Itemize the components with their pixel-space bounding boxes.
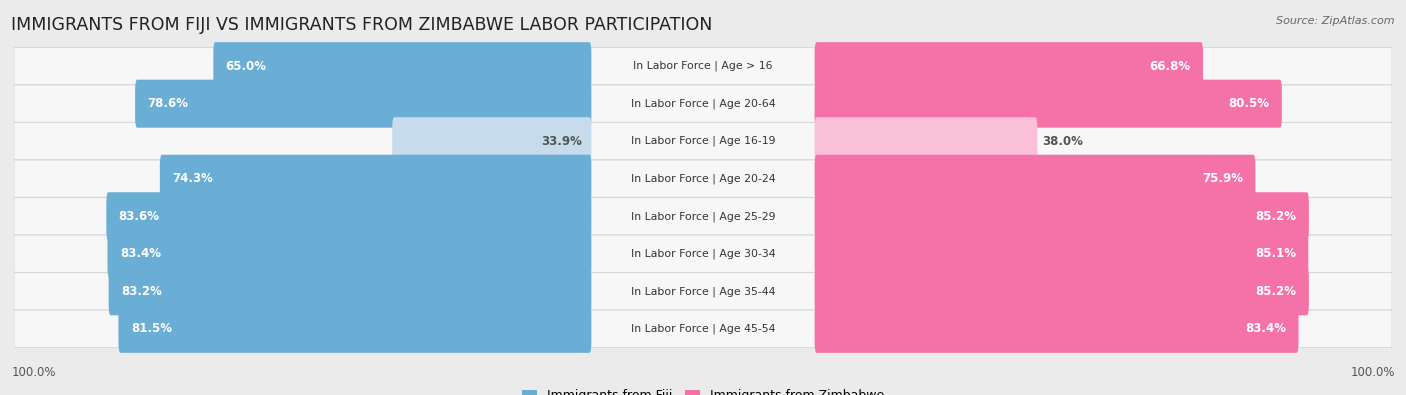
FancyBboxPatch shape — [108, 267, 592, 315]
Text: 85.1%: 85.1% — [1256, 247, 1296, 260]
FancyBboxPatch shape — [814, 155, 1256, 203]
FancyBboxPatch shape — [135, 80, 592, 128]
FancyBboxPatch shape — [14, 122, 1392, 160]
Text: 38.0%: 38.0% — [1042, 135, 1083, 148]
FancyBboxPatch shape — [107, 230, 592, 278]
Text: In Labor Force | Age 25-29: In Labor Force | Age 25-29 — [631, 211, 775, 222]
Text: 74.3%: 74.3% — [173, 172, 214, 185]
Text: Source: ZipAtlas.com: Source: ZipAtlas.com — [1277, 16, 1395, 26]
FancyBboxPatch shape — [14, 198, 1392, 235]
Text: In Labor Force | Age 16-19: In Labor Force | Age 16-19 — [631, 136, 775, 147]
Text: 33.9%: 33.9% — [541, 135, 582, 148]
Text: 83.2%: 83.2% — [121, 285, 162, 298]
Text: In Labor Force | Age > 16: In Labor Force | Age > 16 — [633, 61, 773, 71]
FancyBboxPatch shape — [14, 310, 1392, 348]
FancyBboxPatch shape — [814, 42, 1204, 90]
Text: 100.0%: 100.0% — [11, 366, 56, 379]
Text: 83.4%: 83.4% — [1246, 322, 1286, 335]
FancyBboxPatch shape — [14, 273, 1392, 310]
FancyBboxPatch shape — [392, 117, 592, 165]
Text: 85.2%: 85.2% — [1256, 210, 1296, 223]
FancyBboxPatch shape — [107, 192, 592, 240]
Text: 65.0%: 65.0% — [226, 60, 267, 73]
Text: In Labor Force | Age 20-64: In Labor Force | Age 20-64 — [631, 98, 775, 109]
Text: IMMIGRANTS FROM FIJI VS IMMIGRANTS FROM ZIMBABWE LABOR PARTICIPATION: IMMIGRANTS FROM FIJI VS IMMIGRANTS FROM … — [11, 16, 713, 34]
Text: 85.2%: 85.2% — [1256, 285, 1296, 298]
FancyBboxPatch shape — [14, 160, 1392, 198]
Text: 66.8%: 66.8% — [1150, 60, 1191, 73]
Text: 83.4%: 83.4% — [120, 247, 160, 260]
Text: 100.0%: 100.0% — [1350, 366, 1395, 379]
Text: In Labor Force | Age 35-44: In Labor Force | Age 35-44 — [631, 286, 775, 297]
FancyBboxPatch shape — [14, 235, 1392, 273]
Text: 81.5%: 81.5% — [131, 322, 172, 335]
Text: 75.9%: 75.9% — [1202, 172, 1243, 185]
Text: 80.5%: 80.5% — [1229, 97, 1270, 110]
FancyBboxPatch shape — [160, 155, 592, 203]
FancyBboxPatch shape — [118, 305, 592, 353]
FancyBboxPatch shape — [814, 192, 1309, 240]
FancyBboxPatch shape — [814, 267, 1309, 315]
Text: In Labor Force | Age 45-54: In Labor Force | Age 45-54 — [631, 324, 775, 334]
FancyBboxPatch shape — [14, 85, 1392, 122]
Legend: Immigrants from Fiji, Immigrants from Zimbabwe: Immigrants from Fiji, Immigrants from Zi… — [517, 384, 889, 395]
Text: In Labor Force | Age 20-24: In Labor Force | Age 20-24 — [631, 173, 775, 184]
FancyBboxPatch shape — [214, 42, 592, 90]
FancyBboxPatch shape — [814, 80, 1282, 128]
Text: 83.6%: 83.6% — [118, 210, 160, 223]
FancyBboxPatch shape — [814, 117, 1038, 165]
Text: In Labor Force | Age 30-34: In Labor Force | Age 30-34 — [631, 248, 775, 259]
FancyBboxPatch shape — [814, 230, 1309, 278]
FancyBboxPatch shape — [814, 305, 1299, 353]
Text: 78.6%: 78.6% — [148, 97, 188, 110]
FancyBboxPatch shape — [14, 47, 1392, 85]
